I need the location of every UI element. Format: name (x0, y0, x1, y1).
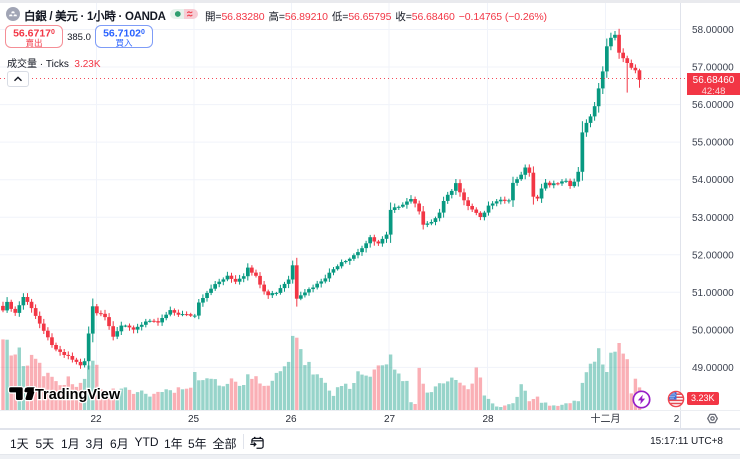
svg-text:28: 28 (482, 414, 494, 425)
svg-text:2: 2 (674, 414, 680, 425)
svg-text:56.00000: 56.00000 (692, 100, 734, 111)
svg-text:27: 27 (384, 414, 396, 425)
svg-text:54.00000: 54.00000 (692, 175, 734, 186)
svg-text:55.00000: 55.00000 (692, 138, 734, 149)
svg-text:22: 22 (90, 414, 102, 425)
svg-text:26: 26 (285, 414, 297, 425)
svg-text:52.00000: 52.00000 (692, 250, 734, 261)
svg-text:53.00000: 53.00000 (692, 213, 734, 224)
svg-text:25: 25 (188, 414, 200, 425)
svg-text:50.00000: 50.00000 (692, 325, 734, 336)
svg-text:51.00000: 51.00000 (692, 288, 734, 299)
svg-text:57.00000: 57.00000 (692, 63, 734, 74)
svg-text:49.00000: 49.00000 (692, 363, 734, 374)
svg-text:58.00000: 58.00000 (692, 25, 734, 36)
svg-text:十二月: 十二月 (591, 412, 621, 425)
